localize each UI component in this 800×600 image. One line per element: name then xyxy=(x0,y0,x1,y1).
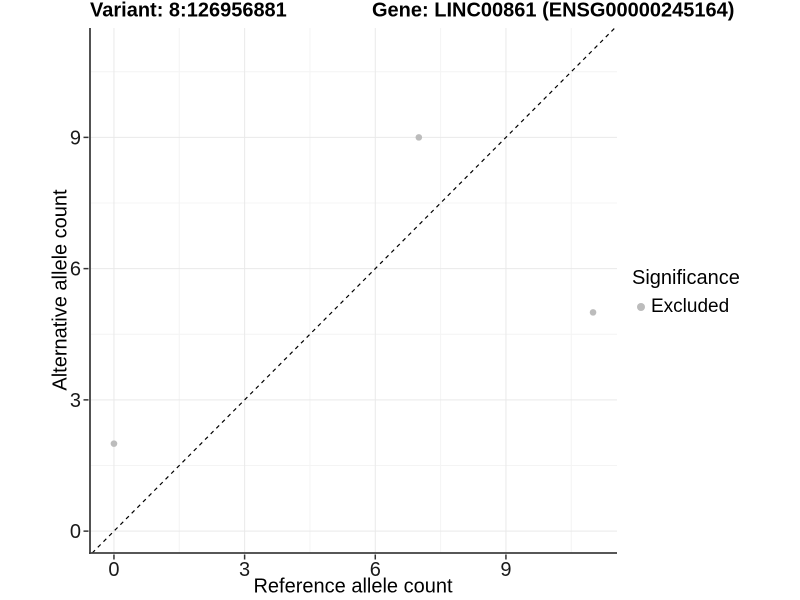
y-tick-label: 3 xyxy=(70,390,81,412)
legend-item-label: Excluded xyxy=(651,296,730,317)
variant-title: Variant: 8:126956881 xyxy=(90,0,287,22)
y-tick-label: 9 xyxy=(70,127,81,149)
identity-line xyxy=(91,27,616,554)
gene-title: Gene: LINC00861 (ENSG00000245164) xyxy=(372,0,735,22)
x-tick-label: 9 xyxy=(500,559,511,581)
legend: Significance Excluded xyxy=(632,268,740,317)
legend-items: Excluded xyxy=(632,296,740,317)
x-tick-label: 0 xyxy=(108,559,119,581)
y-tick-label: 0 xyxy=(70,521,81,543)
data-point xyxy=(415,134,423,141)
legend-item: Excluded xyxy=(632,296,740,317)
x-tick-label: 6 xyxy=(370,559,381,581)
legend-title: Significance xyxy=(632,267,740,289)
legend-key-dot-icon xyxy=(637,303,645,311)
x-tick-label: 3 xyxy=(239,559,250,581)
x-axis-title: Reference allele count xyxy=(253,575,453,598)
y-axis-title: Alternative allele count xyxy=(49,189,72,391)
data-point xyxy=(110,440,118,447)
data-point xyxy=(589,309,597,316)
y-tick-label: 6 xyxy=(70,259,81,281)
